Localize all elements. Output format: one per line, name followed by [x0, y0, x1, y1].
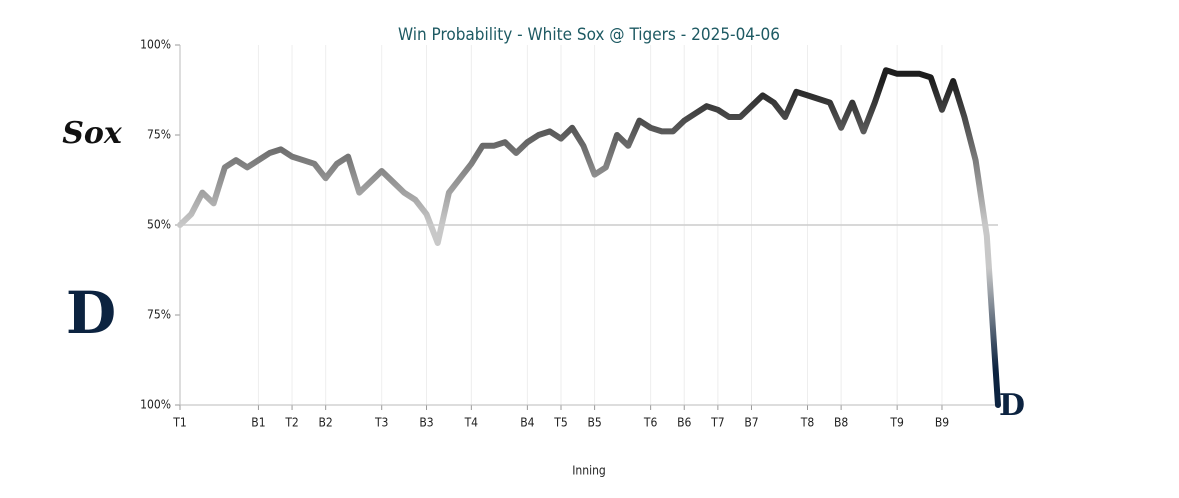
- chart-title: Win Probability - White Sox @ Tigers - 2…: [398, 25, 780, 45]
- x-tick-label: T5: [553, 416, 567, 430]
- y-tick-label: 50%: [147, 218, 171, 232]
- away-logo: Sox: [62, 116, 123, 151]
- x-tick-label: B3: [419, 416, 433, 430]
- x-tick-label: T1: [172, 416, 186, 430]
- x-tick-label: T2: [284, 416, 298, 430]
- x-tick-label: B2: [319, 416, 333, 430]
- x-tick-label: T6: [643, 416, 658, 430]
- win-prob-line: [177, 67, 1001, 408]
- x-tick-label: T4: [464, 416, 479, 430]
- x-axis-label: Inning: [572, 464, 606, 478]
- x-tick-label: T8: [800, 416, 815, 430]
- x-tick-label: T7: [710, 416, 724, 430]
- home-logo: D: [66, 279, 116, 347]
- y-tick-label: 100%: [140, 398, 171, 412]
- end-logo: D: [999, 388, 1025, 423]
- x-tick-label: B9: [935, 416, 949, 430]
- y-tick-label: 75%: [147, 308, 171, 322]
- x-tick-label: B1: [251, 416, 265, 430]
- x-tick-label: T3: [374, 416, 388, 430]
- x-tick-label: B4: [520, 416, 534, 430]
- x-tick-label: B7: [744, 416, 758, 430]
- y-tick-label: 75%: [147, 128, 171, 142]
- x-tick-label: B6: [677, 416, 691, 430]
- x-tick-label: B5: [587, 416, 601, 430]
- x-tick-label: T9: [889, 416, 904, 430]
- x-tick-label: B8: [834, 416, 848, 430]
- y-tick-label: 100%: [140, 38, 171, 52]
